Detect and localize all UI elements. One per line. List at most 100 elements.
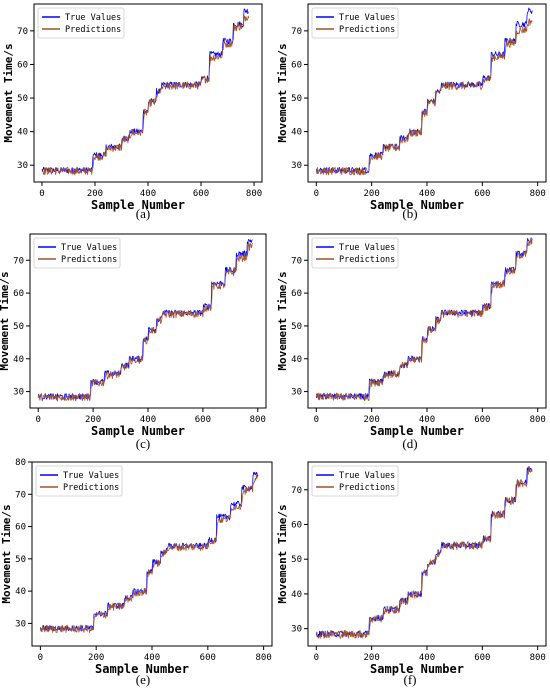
y-tick-label: 50 <box>291 322 302 332</box>
series-line-predictions <box>40 474 259 633</box>
x-tick-label: 600 <box>195 415 211 425</box>
y-axis-label: Movement Time/s <box>276 271 289 370</box>
x-tick-label: 600 <box>474 415 490 425</box>
x-tick-label: 400 <box>419 653 435 663</box>
x-tick-label: 800 <box>530 189 546 199</box>
y-tick-label: 30 <box>291 625 302 635</box>
legend-box <box>33 237 121 269</box>
legend-box <box>35 465 123 497</box>
y-axis-label: Movement Time/s <box>0 271 11 370</box>
y-axis-label: Movement Time/s <box>276 43 289 142</box>
y-tick-label: 60 <box>15 523 26 533</box>
chart-panel-5: 0 200 400 600 800 30 40 50 60 70 80 Sample Number Mo… <box>0 458 273 687</box>
chart-panel-2: 0 200 400 600 800 30 40 50 60 70 Sample Number Move… <box>276 3 547 221</box>
chart-panel-4: 0 200 400 600 800 30 40 50 60 70 Sample Number Move… <box>276 233 547 451</box>
legend-label: True Values <box>339 471 395 481</box>
y-tick-label: 70 <box>291 27 302 37</box>
x-tick-label: 400 <box>419 415 435 425</box>
x-tick-label: 0 <box>314 653 319 663</box>
x-axis-label: Sample Number <box>91 198 185 212</box>
series-line-predictions <box>315 18 533 176</box>
legend-box <box>37 7 125 39</box>
y-tick-label: 50 <box>17 94 28 104</box>
plot-series-group <box>315 7 533 176</box>
legend-label: Predictions <box>65 25 121 35</box>
legend-box <box>311 465 399 497</box>
x-axis-label: Sample Number <box>91 424 185 438</box>
series-line-true-values <box>315 7 533 174</box>
x-tick-label: 800 <box>246 189 262 199</box>
x-tick-label: 0 <box>36 415 41 425</box>
plot-series-group <box>37 239 253 402</box>
legend-label: Predictions <box>339 483 395 493</box>
y-tick-label: 40 <box>13 355 24 365</box>
x-tick-label: 200 <box>87 189 103 199</box>
x-tick-label: 400 <box>140 189 156 199</box>
plot-series-group <box>315 466 533 639</box>
panel-label: (f) <box>404 672 417 687</box>
y-tick-label: 70 <box>15 490 26 500</box>
x-tick-label: 200 <box>364 189 380 199</box>
series-line-predictions <box>41 15 250 176</box>
y-tick-label: 40 <box>291 590 302 600</box>
chart-panel-3: 0 200 400 600 800 30 40 50 60 70 Sample Number Move… <box>0 233 267 451</box>
x-tick-label: 200 <box>364 415 380 425</box>
series-line-predictions <box>37 242 253 402</box>
y-tick-label: 30 <box>291 388 302 398</box>
y-tick-label: 70 <box>291 256 302 266</box>
y-tick-label: 50 <box>15 555 26 565</box>
x-tick-label: 400 <box>419 189 435 199</box>
legend-box <box>311 237 399 269</box>
y-tick-label: 60 <box>13 289 24 299</box>
y-tick-label: 50 <box>291 94 302 104</box>
y-tick-label: 30 <box>13 388 24 398</box>
y-axis-label: Movement Time/s <box>2 43 15 142</box>
legend-label: True Values <box>339 243 395 253</box>
plot-series-group <box>41 8 250 176</box>
x-axis-label: Sample Number <box>370 662 464 676</box>
legend-label: Predictions <box>339 255 395 265</box>
x-tick-label: 800 <box>255 653 271 663</box>
x-tick-label: 600 <box>474 653 490 663</box>
y-tick-label: 30 <box>15 619 26 629</box>
x-tick-label: 600 <box>474 189 490 199</box>
legend-label: Predictions <box>339 25 395 35</box>
x-tick-label: 200 <box>88 653 104 663</box>
y-tick-label: 50 <box>291 555 302 565</box>
x-tick-label: 600 <box>200 653 216 663</box>
y-tick-label: 60 <box>291 289 302 299</box>
y-tick-label: 50 <box>13 322 24 332</box>
y-tick-label: 30 <box>291 161 302 171</box>
x-tick-label: 800 <box>530 415 546 425</box>
x-axis-label: Sample Number <box>95 662 189 676</box>
x-tick-label: 400 <box>140 415 156 425</box>
x-tick-label: 400 <box>144 653 160 663</box>
legend-label: Predictions <box>63 483 119 493</box>
x-tick-label: 800 <box>530 653 546 663</box>
y-tick-label: 40 <box>291 128 302 138</box>
legend-label: Predictions <box>61 255 117 265</box>
y-tick-label: 40 <box>17 128 28 138</box>
x-tick-label: 800 <box>250 415 266 425</box>
legend-label: True Values <box>339 13 395 23</box>
legend-label: True Values <box>65 13 121 23</box>
y-axis-label: Movement Time/s <box>0 504 13 603</box>
x-tick-label: 0 <box>38 653 43 663</box>
chart-panel-1: 0 200 400 600 800 30 40 50 60 70 Sample Number Move… <box>2 3 263 221</box>
legend-box <box>311 7 399 39</box>
panel-label: (a) <box>136 206 150 221</box>
y-tick-label: 40 <box>291 355 302 365</box>
x-tick-label: 0 <box>39 189 44 199</box>
x-axis-label: Sample Number <box>370 198 464 212</box>
y-tick-label: 40 <box>15 587 26 597</box>
y-tick-label: 70 <box>17 27 28 37</box>
y-tick-label: 70 <box>291 486 302 496</box>
plot-series-group <box>315 237 533 402</box>
y-tick-label: 60 <box>291 60 302 70</box>
series-line-predictions <box>315 466 533 639</box>
x-tick-label: 200 <box>364 653 380 663</box>
y-tick-label: 30 <box>17 161 28 171</box>
panel-label: (e) <box>136 672 150 687</box>
